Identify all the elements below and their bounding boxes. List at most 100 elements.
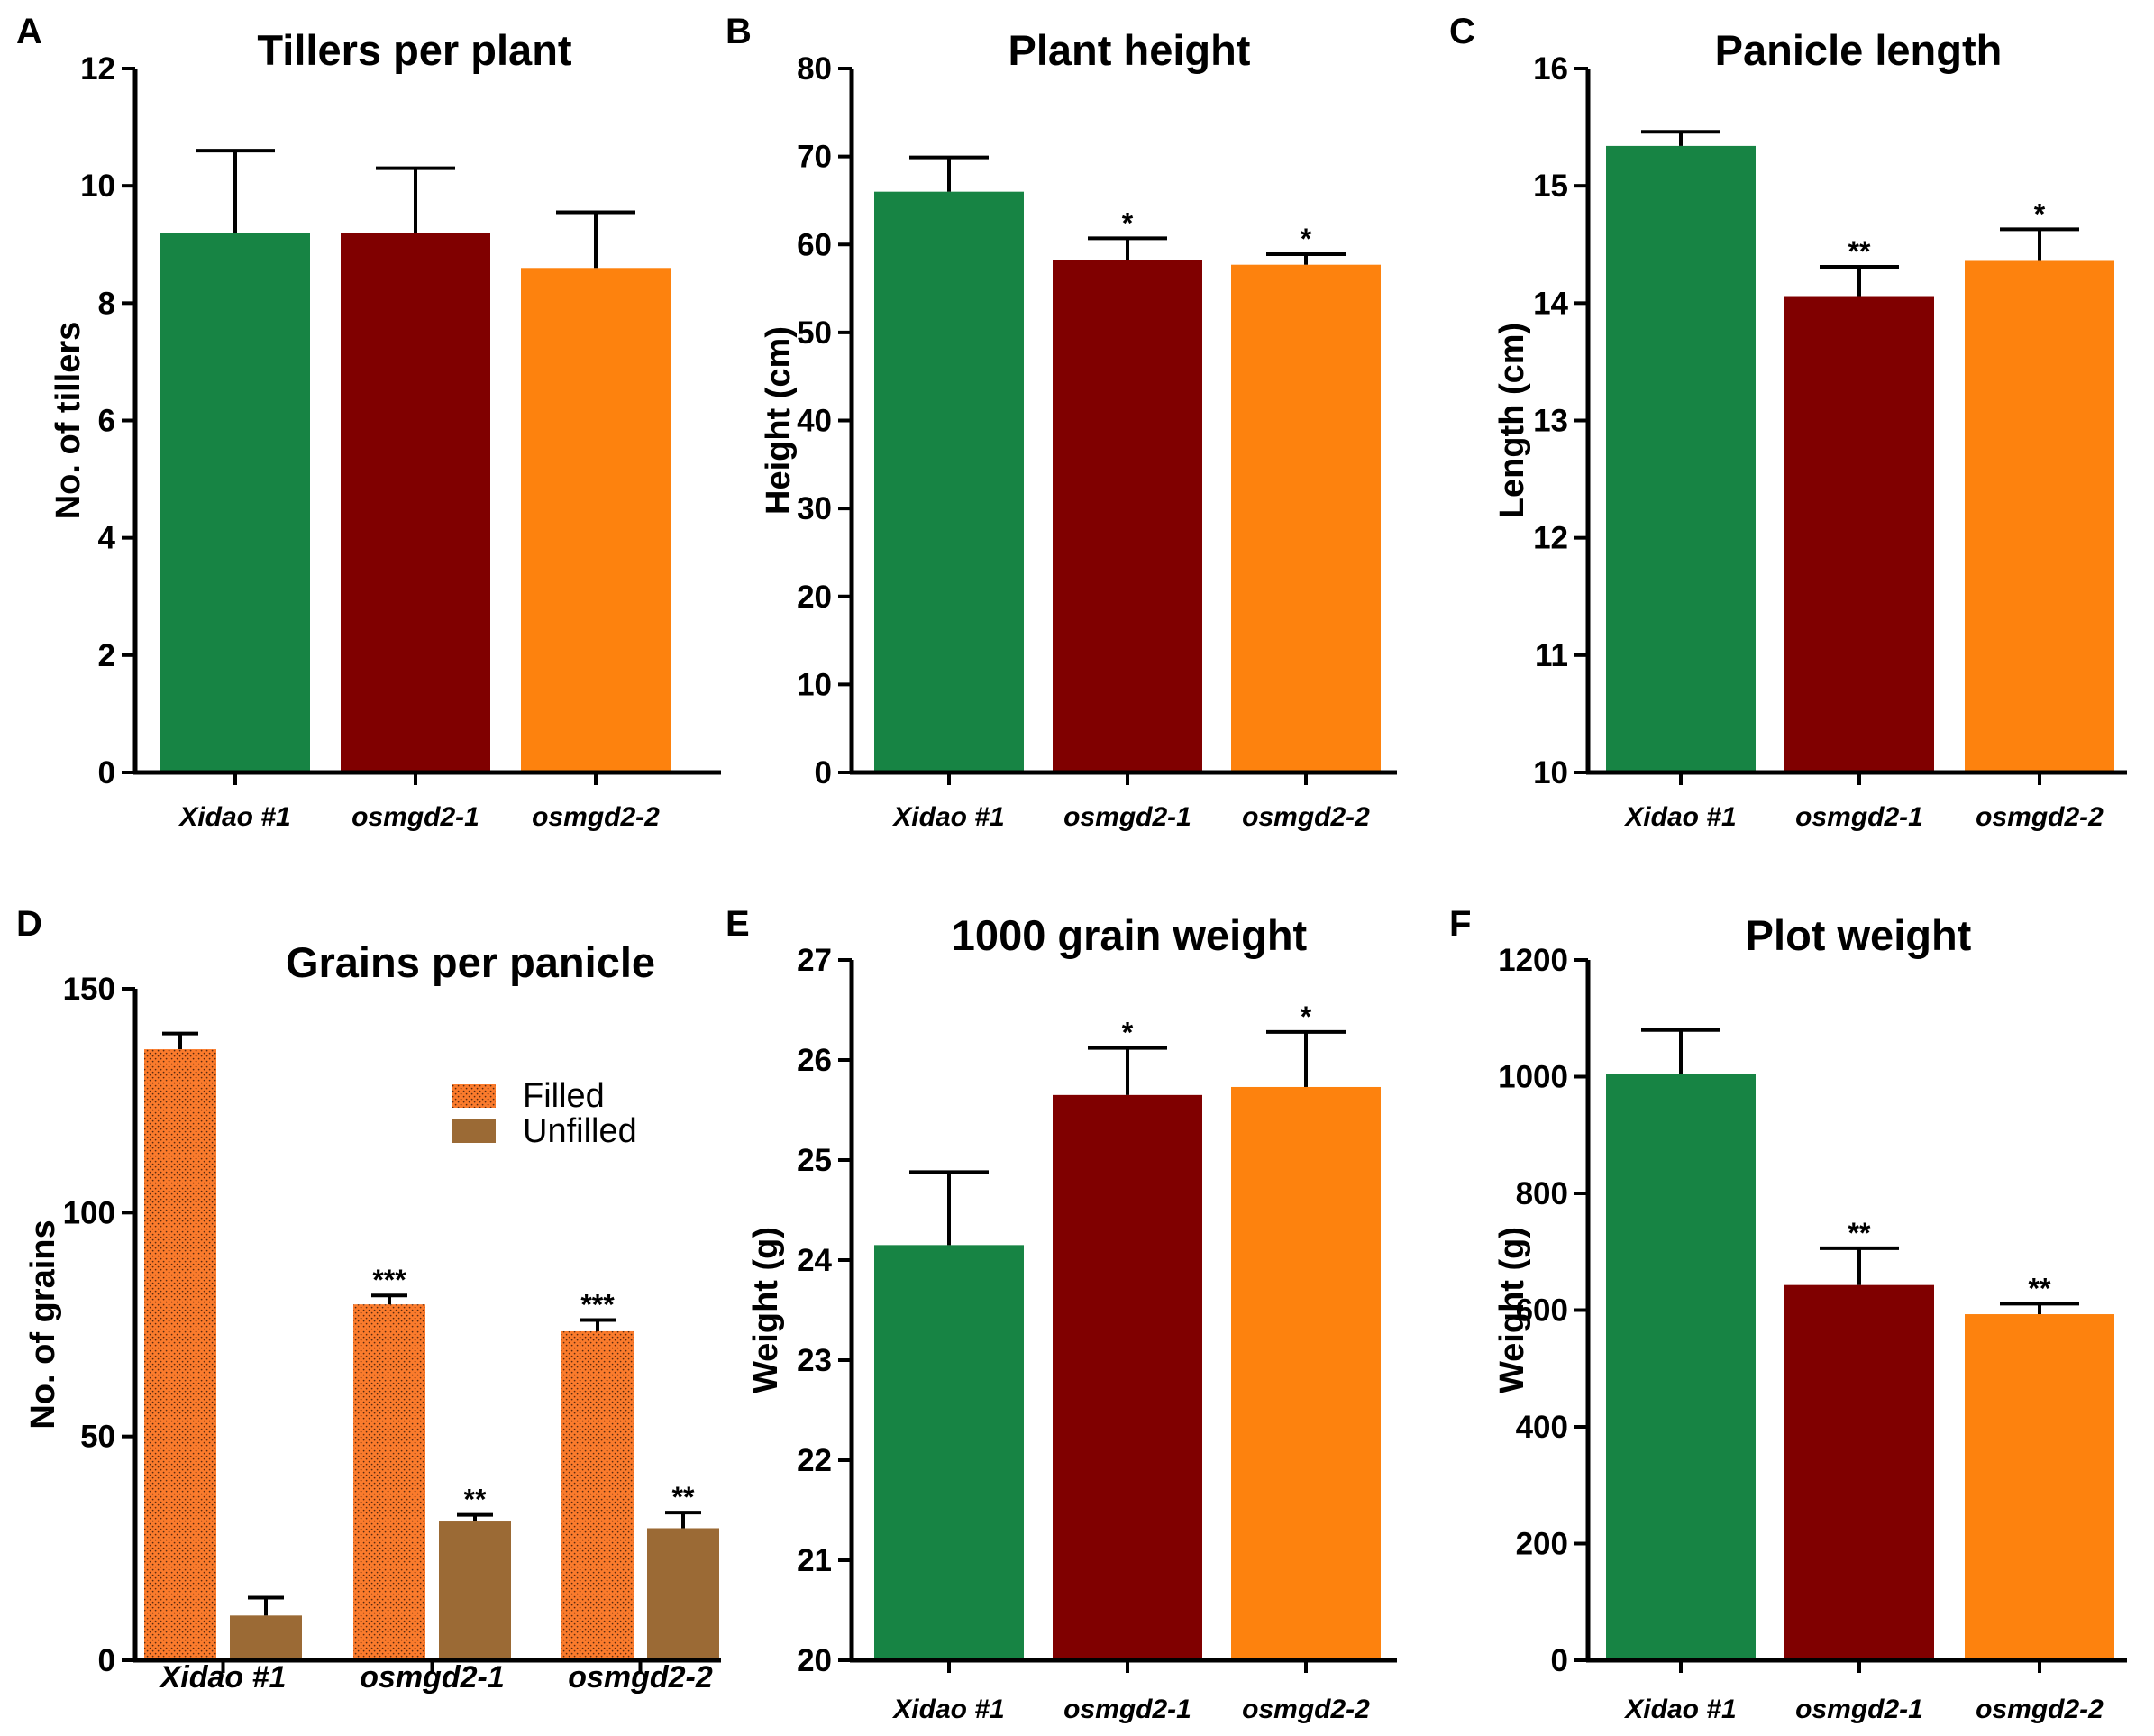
y-tick-label-1200: 1200 (1498, 943, 1568, 978)
y-tick-label-0: 0 (98, 1643, 115, 1678)
category-label-xidao-1: Xidao #1 (1623, 802, 1736, 832)
bar-osmgd2-1[interactable] (1053, 260, 1202, 772)
y-tick-label-6: 6 (98, 404, 115, 439)
bar-osmgd2-1[interactable] (1784, 1284, 1934, 1660)
y-tick-label-10: 10 (80, 169, 115, 204)
significance-filled-osmgd2-2: *** (580, 1289, 615, 1321)
bar-filled-osmgd2-1[interactable] (353, 1304, 425, 1660)
bar-osmgd2-2[interactable] (1965, 1314, 2114, 1660)
chart-title: Plant height (1009, 26, 1251, 74)
significance-osmgd2-2: * (2034, 197, 2046, 230)
panel-b-plant-height: B Plant height Height (cm) 0 10 20 30 40 50 60 70 8… (726, 12, 1397, 832)
y-axis-label: Length (cm) (1493, 323, 1531, 518)
significance-unfilled-osmgd2-2: ** (672, 1481, 695, 1513)
bar-unfilled-osmgd2-2[interactable] (647, 1528, 719, 1660)
y-tick-label-21: 21 (797, 1543, 832, 1578)
y-tick-label-10: 10 (797, 667, 832, 702)
y-tick-label-150: 150 (63, 972, 115, 1007)
bar-xidao-1[interactable] (1606, 1074, 1756, 1660)
legend-swatch-unfilled[interactable] (452, 1119, 496, 1143)
bar-unfilled-osmgd2-1[interactable] (439, 1521, 511, 1660)
significance-osmgd2-1: ** (1848, 235, 1871, 268)
y-tick-label-14: 14 (1533, 286, 1568, 321)
y-tick-label-50: 50 (80, 1420, 115, 1455)
legend-label-unfilled: Unfilled (523, 1112, 637, 1150)
panel-e-1000-grain-weight: E 1000 grain weight Weight (g) 20 21 22 23 24 25… (726, 904, 1397, 1724)
chart-title: Tillers per plant (257, 26, 571, 74)
bar-osmgd2-1[interactable] (1784, 296, 1934, 773)
y-tick-label-25: 25 (797, 1143, 832, 1178)
category-label-xidao-1: Xidao #1 (891, 1695, 1004, 1724)
panel-letter: D (16, 904, 42, 944)
bar-osmgd2-2[interactable] (1965, 260, 2114, 772)
chart-title: Grains per panicle (286, 938, 655, 986)
panel-f-plot-weight: F Plot weight Weight (g) 0 200 400 600 800 1000 1… (1449, 904, 2127, 1724)
bar-filled-osmgd2-2[interactable] (561, 1330, 634, 1660)
bar-osmgd2-1[interactable] (1053, 1094, 1202, 1660)
y-tick-label-12: 12 (80, 51, 115, 87)
y-tick-label-22: 22 (797, 1443, 832, 1478)
category-label-osmgd2-1: osmgd2-1 (1063, 802, 1191, 832)
legend-swatch-filled[interactable] (452, 1084, 496, 1108)
y-tick-label-23: 23 (797, 1343, 832, 1378)
y-tick-label-100: 100 (63, 1195, 115, 1230)
y-tick-label-30: 30 (797, 491, 832, 526)
y-tick-label-10: 10 (1533, 755, 1568, 790)
bar-osmgd2-2[interactable] (1231, 1086, 1381, 1660)
panel-d-grains-per-panicle: D Grains per panicle No. of grains 0 50 100 15… (16, 904, 721, 1695)
category-label-osmgd2-2: osmgd2-2 (1242, 1695, 1370, 1724)
y-axis-label: Weight (g) (747, 1227, 785, 1393)
panel-c-panicle-length: C Panicle length Length (cm) 10 11 12 13 14 15 16… (1449, 12, 2127, 832)
y-tick-label-13: 13 (1533, 404, 1568, 439)
y-tick-label-400: 400 (1516, 1410, 1568, 1445)
y-tick-label-200: 200 (1516, 1527, 1568, 1562)
bar-osmgd2-2[interactable] (521, 268, 671, 772)
y-tick-label-12: 12 (1533, 521, 1568, 556)
significance-osmgd2-1: * (1122, 1017, 1134, 1049)
significance-unfilled-osmgd2-1: ** (464, 1484, 487, 1516)
panel-letter: A (16, 12, 42, 51)
y-tick-label-20: 20 (797, 580, 832, 615)
category-label-osmgd2-1: osmgd2-1 (1795, 1695, 1923, 1724)
panel-letter: B (726, 12, 752, 51)
bar-xidao-1[interactable] (874, 1245, 1024, 1660)
bar-filled-xidao-1[interactable] (144, 1049, 216, 1660)
bar-osmgd2-1[interactable] (341, 233, 490, 772)
bar-osmgd2-2[interactable] (1231, 264, 1381, 772)
y-tick-label-600: 600 (1516, 1293, 1568, 1329)
y-tick-label-26: 26 (797, 1043, 832, 1078)
category-label-osmgd2-2: osmgd2-2 (532, 802, 660, 832)
y-tick-label-11: 11 (1535, 638, 1568, 673)
y-tick-label-24: 24 (797, 1243, 832, 1278)
y-tick-label-27: 27 (797, 943, 832, 978)
y-axis-label: No. of grains (24, 1220, 62, 1429)
panel-letter: E (726, 904, 750, 944)
y-tick-label-60: 60 (797, 227, 832, 262)
significance-osmgd2-1: ** (1848, 1217, 1871, 1249)
y-axis-label: Weight (g) (1493, 1227, 1531, 1393)
category-label-xidao-1: Xidao #1 (891, 802, 1004, 832)
category-label-osmgd2-2: osmgd2-2 (1976, 1695, 2104, 1724)
panel-letter: F (1449, 904, 1471, 944)
chart-title: Panicle length (1715, 26, 2003, 74)
bar-xidao-1[interactable] (1606, 145, 1756, 772)
panel-a-tillers-per-plant: A Tillers per plant No. of tillers 0 2 4 6 8 10 1… (16, 12, 721, 832)
bar-unfilled-xidao-1[interactable] (230, 1615, 302, 1660)
y-tick-label-0: 0 (815, 755, 832, 790)
bar-xidao-1[interactable] (160, 233, 310, 772)
y-tick-label-8: 8 (98, 286, 115, 321)
bar-xidao-1[interactable] (874, 191, 1024, 773)
y-tick-label-20: 20 (797, 1643, 832, 1678)
category-label-osmgd2-1: osmgd2-1 (1795, 802, 1923, 832)
chart-title: 1000 grain weight (952, 911, 1308, 959)
y-tick-label-40: 40 (797, 404, 832, 439)
y-tick-label-1000: 1000 (1498, 1060, 1568, 1095)
chart-title: Plot weight (1746, 911, 1972, 959)
category-label-xidao-1: Xidao #1 (1623, 1695, 1736, 1724)
category-label-osmgd2-1: osmgd2-1 (351, 802, 479, 832)
significance-osmgd2-1: * (1122, 206, 1134, 239)
y-tick-label-2: 2 (98, 638, 115, 673)
category-label-osmgd2-2: osmgd2-2 (1976, 802, 2104, 832)
y-tick-label-80: 80 (797, 51, 832, 87)
